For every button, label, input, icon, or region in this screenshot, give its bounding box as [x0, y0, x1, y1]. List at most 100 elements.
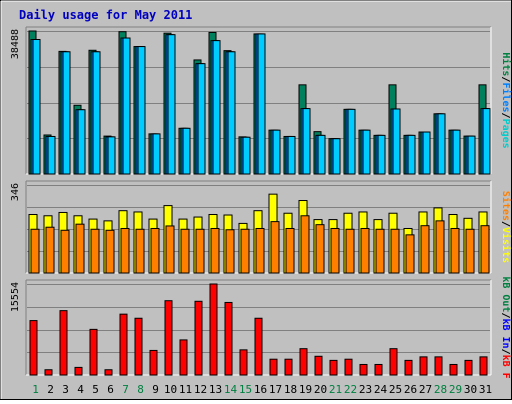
- bar-sites-day-11-fill: [180, 228, 190, 274]
- bar-pages-day-1-fill: [32, 39, 41, 175]
- bar-pages-day-26-fill: [407, 134, 416, 175]
- bar-pages-day-29: [452, 129, 461, 175]
- x-label-day-28: 28: [434, 383, 447, 396]
- legend-kb-f: kB F: [500, 355, 511, 379]
- bar-sites-day-12-fill: [195, 228, 205, 274]
- bar-kbf-day-4-fill: [74, 366, 83, 376]
- bar-sites-day-30: [465, 228, 475, 274]
- bar-sites-day-12: [195, 228, 205, 274]
- bar-sites-day-17: [270, 221, 280, 274]
- bar-kbf-day-25-fill: [389, 348, 398, 376]
- bar-pages-day-7: [122, 37, 131, 175]
- bar-pages-day-23-fill: [362, 129, 371, 175]
- bar-sites-day-21-fill: [330, 227, 340, 274]
- bar-sites-day-3-fill: [60, 229, 70, 274]
- bar-kbf-day-8-fill: [134, 317, 143, 376]
- bar-sites-day-28: [435, 220, 445, 274]
- bar-kbf-day-10-fill: [164, 300, 173, 376]
- x-label-day-16: 16: [254, 383, 267, 396]
- panel-1-ymax-label: 38488: [10, 29, 21, 59]
- legend-separator: /: [500, 113, 511, 119]
- bar-sites-day-17-fill: [270, 221, 280, 274]
- x-label-day-12: 12: [194, 383, 207, 396]
- bar-sites-day-1: [30, 228, 40, 274]
- bar-pages-day-2-fill: [47, 135, 56, 175]
- bar-pages-day-12-fill: [197, 63, 206, 175]
- bar-kbf-day-7-fill: [119, 313, 128, 376]
- bar-sites-day-27-fill: [420, 225, 430, 274]
- bar-sites-day-24: [375, 228, 385, 274]
- bar-sites-day-25: [390, 228, 400, 274]
- bar-pages-day-14-fill: [227, 51, 236, 175]
- bar-pages-day-28-fill: [437, 113, 446, 175]
- legend-sites: Sites: [500, 191, 512, 221]
- bar-pages-day-30: [467, 135, 476, 175]
- panel-3: 15554 kB Out/kB In/kB F: [10, 276, 511, 378]
- legend-separator: /: [500, 221, 511, 227]
- legend-hits: Hits: [500, 52, 512, 76]
- x-label-day-13: 13: [209, 383, 222, 396]
- bar-sites-day-10: [165, 225, 175, 274]
- bar-pages-day-3: [62, 51, 71, 175]
- bar-pages-day-6-fill: [107, 136, 116, 175]
- bar-sites-day-10-fill: [165, 225, 175, 274]
- bar-sites-day-1-fill: [30, 228, 40, 274]
- bar-kbf-day-31-fill: [479, 356, 488, 376]
- bar-sites-day-25-fill: [390, 228, 400, 274]
- bar-sites-day-9-fill: [150, 227, 160, 274]
- bar-pages-day-28: [437, 113, 446, 175]
- bar-pages-day-19: [302, 108, 311, 175]
- bar-sites-day-6-fill: [105, 229, 115, 274]
- bar-sites-day-8: [135, 228, 145, 274]
- x-label-day-10: 10: [164, 383, 177, 396]
- bar-sites-day-11: [180, 228, 190, 274]
- x-label-day-20: 20: [314, 383, 327, 396]
- x-label-day-18: 18: [284, 383, 297, 396]
- bar-kbf-day-23: [359, 363, 368, 376]
- bar-kbf-day-11-fill: [179, 339, 188, 376]
- panel-3-legend: kB Out/kB In/kB F: [500, 276, 511, 378]
- bar-pages-day-20-fill: [317, 134, 326, 175]
- bar-sites-day-2-fill: [45, 226, 55, 274]
- legend-kb-in: kB In: [500, 318, 511, 348]
- x-label-day-2: 2: [47, 383, 54, 396]
- x-label-day-22: 22: [344, 383, 357, 396]
- x-label-day-19: 19: [299, 383, 312, 396]
- bar-pages-day-18-fill: [287, 135, 296, 175]
- bar-pages-day-9: [152, 133, 161, 175]
- bar-pages-day-4: [77, 109, 86, 175]
- bar-kbf-day-20-fill: [314, 355, 323, 376]
- x-label-day-24: 24: [374, 383, 388, 396]
- bar-pages-day-11-fill: [182, 127, 191, 175]
- x-label-day-1: 1: [32, 383, 39, 396]
- bar-kbf-day-18: [284, 358, 293, 376]
- x-label-day-25: 25: [389, 383, 402, 396]
- bar-kbf-day-25: [389, 348, 398, 376]
- bar-pages-day-17: [272, 129, 281, 175]
- bar-pages-day-15: [242, 136, 251, 175]
- bar-kbf-day-21: [329, 359, 338, 376]
- x-label-day-3: 3: [62, 383, 69, 396]
- bar-sites-day-19: [300, 215, 310, 274]
- bar-sites-day-28-fill: [435, 220, 445, 274]
- bar-kbf-day-15-fill: [239, 349, 248, 376]
- bar-sites-day-9: [150, 227, 160, 274]
- bar-pages-day-25-fill: [392, 108, 401, 175]
- bar-pages-day-24: [377, 134, 386, 175]
- x-label-day-23: 23: [359, 383, 372, 396]
- bar-pages-day-1: [32, 39, 41, 175]
- bar-sites-day-16: [255, 227, 265, 274]
- bar-pages-day-9-fill: [152, 133, 161, 175]
- legend-separator: /: [500, 76, 511, 82]
- bar-pages-day-10: [167, 34, 176, 175]
- bar-kbf-day-13-fill: [209, 283, 218, 376]
- bar-kbf-day-12: [194, 300, 203, 376]
- bar-sites-day-31: [480, 225, 490, 274]
- x-label-day-8: 8: [137, 383, 144, 396]
- bar-kbf-day-26: [404, 359, 413, 376]
- bar-kbf-day-7: [119, 313, 128, 376]
- bar-pages-day-11: [182, 127, 191, 175]
